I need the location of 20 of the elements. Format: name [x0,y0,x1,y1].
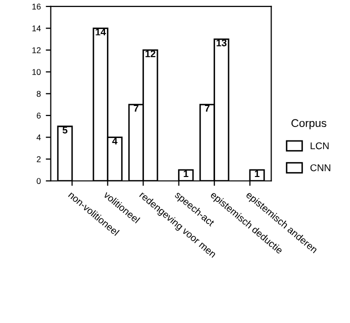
y-tick-label: 14 [32,26,41,32]
data-label: 12 [146,50,156,58]
data-label: 7 [204,104,210,112]
y-tick-label: 4 [36,134,41,140]
y-tick-label: 6 [36,112,41,119]
data-label: 4 [112,138,118,144]
data-label: 1 [254,170,260,178]
data-label: 14 [96,28,106,36]
data-label: 1 [184,170,188,178]
y-tick-label: 8 [36,90,41,97]
y-tick-label: 0 [36,178,41,184]
y-tick-label: 16 [32,4,41,10]
data-label: 7 [134,104,138,112]
legend-label: CNN [310,164,330,172]
legend-label: LCN [310,142,329,150]
y-tick-label: 10 [32,69,41,75]
y-tick-label: 2 [36,156,41,162]
y-tick-label: 12 [32,47,41,54]
data-label: 13 [216,39,227,46]
legend-title: Corpus [291,119,326,130]
